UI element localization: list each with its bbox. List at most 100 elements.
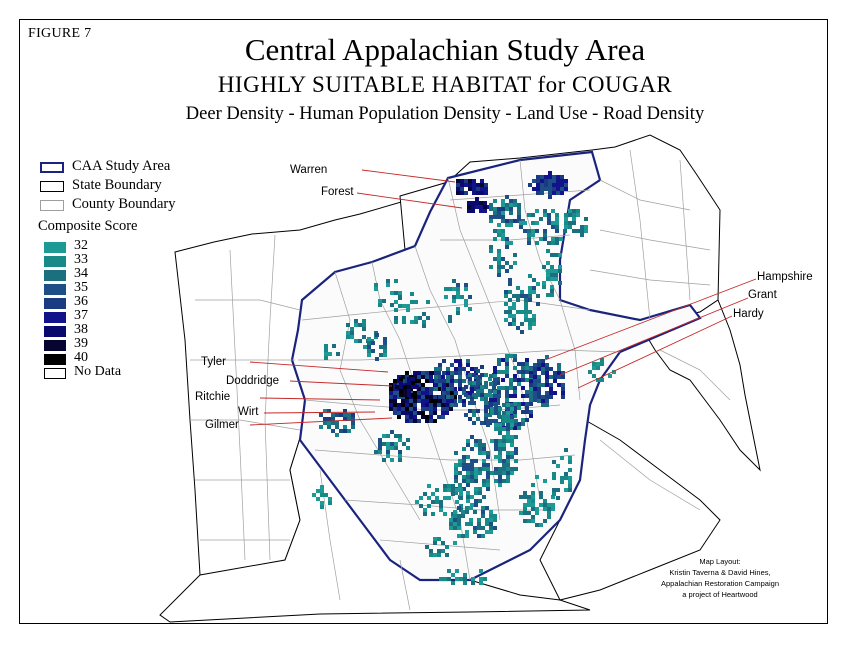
- habitat-cell: [547, 221, 551, 225]
- habitat-cell: [546, 269, 550, 273]
- habitat-cell: [513, 390, 517, 394]
- habitat-cell: [324, 352, 328, 356]
- habitat-cell: [513, 203, 517, 207]
- habitat-cell: [494, 411, 498, 415]
- habitat-cell: [529, 391, 533, 395]
- habitat-cell: [498, 483, 502, 487]
- habitat-cell: [482, 451, 486, 455]
- habitat-cell: [536, 175, 540, 179]
- habitat-cell: [316, 489, 320, 493]
- habitat-cell: [405, 407, 409, 411]
- habitat-cell: [549, 383, 553, 387]
- habitat-cell: [489, 522, 493, 526]
- habitat-cell: [405, 419, 409, 423]
- habitat-cell: [555, 213, 559, 217]
- habitat-cell: [453, 510, 457, 514]
- habitat-cell: [433, 407, 437, 411]
- habitat-cell: [471, 581, 475, 585]
- habitat-cell: [536, 179, 540, 183]
- habitat-cell: [382, 442, 386, 446]
- habitat-cell: [389, 395, 393, 399]
- habitat-cell: [540, 187, 544, 191]
- habitat-cell: [445, 403, 449, 407]
- habitat-cell: [462, 403, 466, 407]
- habitat-cell: [572, 221, 576, 225]
- habitat-cell: [564, 488, 568, 492]
- habitat-cell: [367, 337, 371, 341]
- habitat-cell: [451, 581, 455, 585]
- habitat-cell: [474, 475, 478, 479]
- habitat-cell: [556, 175, 560, 179]
- habitat-cell: [502, 459, 506, 463]
- habitat-cell: [451, 484, 455, 488]
- habitat-cell: [399, 377, 403, 381]
- habitat-cell: [544, 175, 548, 179]
- habitat-cell: [489, 530, 493, 534]
- habitat-cell: [433, 537, 437, 541]
- habitat-cell: [498, 443, 502, 447]
- habitat-cell: [529, 402, 533, 406]
- habitat-cell: [437, 387, 441, 391]
- habitat-cell: [331, 413, 335, 417]
- habitat-cell: [427, 496, 431, 500]
- label-grant: Grant: [748, 289, 778, 301]
- habitat-cell: [455, 488, 459, 492]
- habitat-cell: [564, 183, 568, 187]
- habitat-cell: [501, 257, 505, 261]
- habitat-cell: [509, 199, 513, 203]
- habitat-cell: [537, 375, 541, 379]
- habitat-cell: [421, 383, 425, 387]
- habitat-cell: [472, 191, 476, 195]
- habitat-cell: [517, 370, 521, 374]
- habitat-cell: [584, 217, 588, 221]
- habitat-cell: [437, 553, 441, 557]
- habitat-cell: [548, 171, 552, 175]
- habitat-cell: [501, 199, 505, 203]
- habitat-cell: [494, 455, 498, 459]
- habitat-cell: [545, 355, 549, 359]
- habitat-cell: [324, 348, 328, 352]
- habitat-cell: [397, 411, 401, 415]
- habitat-cell: [442, 359, 446, 363]
- habitat-cell: [524, 314, 528, 318]
- habitat-cell: [555, 241, 559, 245]
- habitat-cell: [547, 241, 551, 245]
- habitat-cell: [498, 415, 502, 419]
- habitat-cell: [568, 209, 572, 213]
- habitat-cell: [452, 287, 456, 291]
- habitat-cell: [502, 415, 506, 419]
- habitat-cell: [513, 406, 517, 410]
- habitat-cell: [560, 476, 564, 480]
- habitat-cell: [520, 294, 524, 298]
- habitat-cell: [446, 387, 450, 391]
- habitat-cell: [549, 387, 553, 391]
- habitat-cell: [531, 483, 535, 487]
- habitat-cell: [389, 399, 393, 403]
- habitat-cell: [535, 507, 539, 511]
- habitat-cell: [458, 395, 462, 399]
- habitat-cell: [453, 541, 457, 545]
- habitat-cell: [533, 375, 537, 379]
- habitat-cell: [472, 393, 476, 397]
- habitat-cell: [395, 385, 399, 389]
- habitat-cell: [544, 179, 548, 183]
- habitat-cell: [486, 419, 490, 423]
- habitat-cell: [490, 407, 494, 411]
- habitat-cell: [447, 569, 451, 573]
- habitat-cell: [476, 381, 480, 385]
- habitat-cell: [390, 458, 394, 462]
- habitat-cell: [547, 213, 551, 217]
- habitat-cell: [421, 399, 425, 403]
- habitat-cell: [480, 397, 484, 401]
- habitat-cell: [584, 225, 588, 229]
- county-boundaries: [190, 149, 731, 611]
- habitat-cell: [506, 411, 510, 415]
- habitat-cell: [475, 197, 479, 201]
- habitat-cell: [557, 371, 561, 375]
- habitat-cell: [481, 514, 485, 518]
- habitat-cell: [498, 439, 502, 443]
- habitat-cell: [459, 577, 463, 581]
- habitat-cell: [524, 298, 528, 302]
- habitat-cell: [477, 526, 481, 530]
- habitat-cell: [568, 468, 572, 472]
